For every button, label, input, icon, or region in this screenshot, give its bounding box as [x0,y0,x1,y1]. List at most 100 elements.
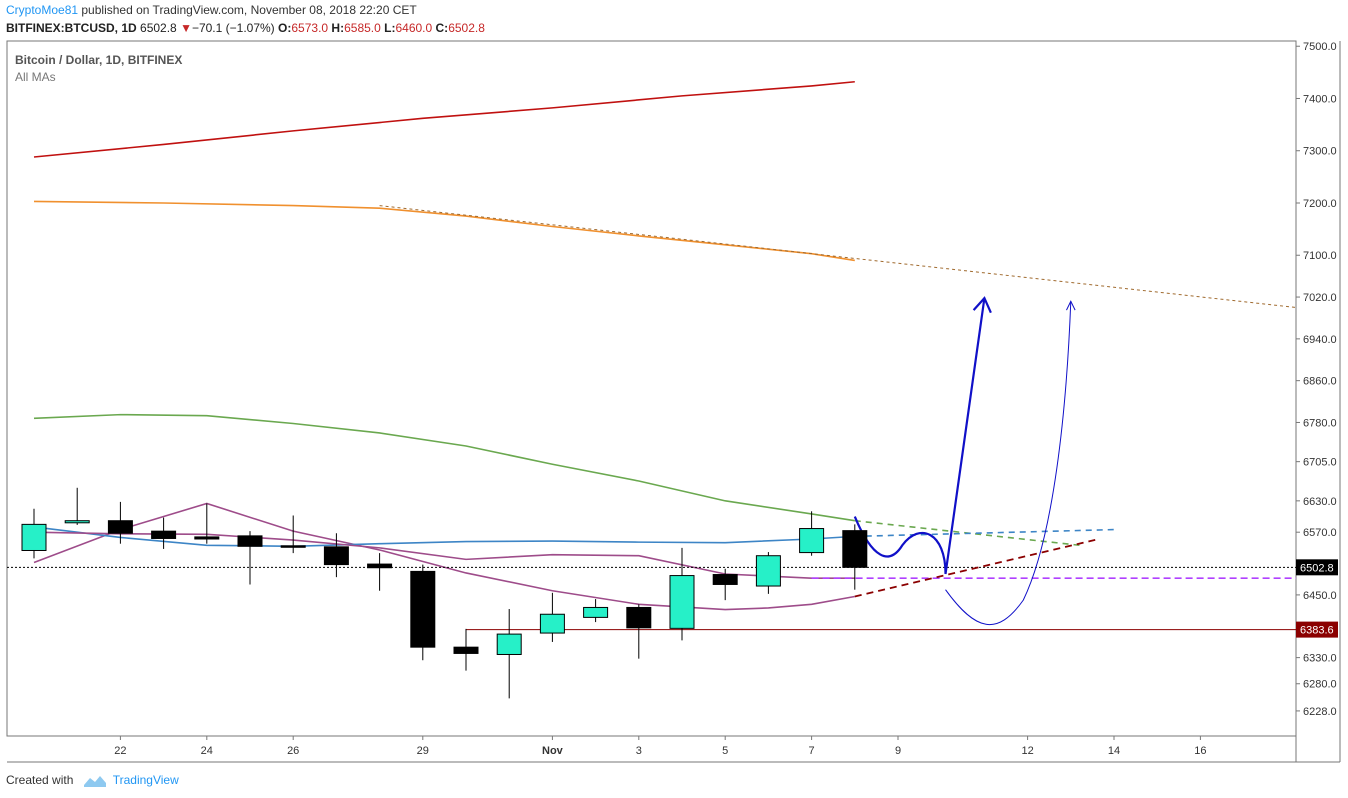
moving-average-line [33,200,855,262]
close-label: C: [435,21,449,35]
time-axis[interactable]: 22 24 26 29 Nov 3 5 7 9 12 14 16 [114,736,1207,757]
blue-dashed-extension [854,528,1115,538]
support-price-label-text: 6383.6 [1300,625,1334,637]
time-tick-label: 24 [201,745,213,757]
drawings [7,205,1297,648]
candle [712,568,738,601]
candle [151,517,177,549]
projection-arrowhead [972,296,992,314]
moving-average-line [33,80,855,158]
close-value: 6502.8 [448,21,485,35]
candle [755,552,781,594]
candle-body [583,606,609,618]
candle [539,592,565,642]
last-price-label-box [1296,559,1338,576]
time-tick-label: 3 [636,745,642,757]
candle [626,604,652,659]
time-tick-label: 7 [809,745,815,757]
candle [323,533,349,578]
time-tick-label: 5 [722,745,728,757]
low-value: 6460.0 [395,21,433,35]
time-tick-label: 9 [895,745,901,757]
author-link[interactable]: CryptoMoe81 [6,3,79,17]
tradingview-link[interactable]: TradingView [112,773,179,787]
candle-body [323,546,349,566]
candle [496,609,522,699]
last-price: 6502.8 [140,21,177,35]
symbol-ohlc: BITFINEX:BTCUSD, 1D 6502.8 ▼−70.1 (−1.07… [6,21,485,35]
moving-average-line [33,413,855,522]
moving-average-line [33,531,855,579]
candle [583,599,609,623]
open-label: O: [278,21,292,35]
candle-body [107,520,133,534]
candle-body [453,646,479,654]
chart-legend-title: Bitcoin / Dollar, 1D, BITFINEX [15,53,183,67]
candle-body [799,528,825,554]
price-tick-label: 7100.0 [1303,250,1337,262]
created-with-text: Created with [6,773,74,787]
candle-body [626,606,652,629]
candle-body [539,613,565,634]
tradingview-logo-icon[interactable] [83,774,107,788]
candle [194,503,220,544]
orange-dotted-trendline [379,205,1297,309]
candle [21,508,47,559]
price-tick-label: 6450.0 [1303,590,1337,602]
publish-text: published on TradingView.com, November 0… [78,3,417,17]
plot-border [6,40,1297,737]
time-tick-label: Nov [542,745,564,757]
price-axis[interactable]: 7500.0 7400.0 7300.0 7200.0 7100.0 7020.0 6940… [1296,41,1338,718]
candle [367,553,393,591]
price-tick-label: 6570.0 [1303,527,1337,539]
candle [64,487,90,525]
candle-body [842,530,868,568]
candle [107,501,133,544]
candle-body [367,563,393,569]
chart-legend-subtitle[interactable]: All MAs [15,70,56,84]
candle [410,564,436,661]
time-tick-label: 14 [1108,745,1120,757]
price-tick-label: 6780.0 [1303,417,1337,429]
candle-body [21,523,47,551]
candle [799,511,825,556]
price-tick-label: 7400.0 [1303,93,1337,105]
candle-body [237,535,263,547]
projection-arrowhead-alternative [1066,300,1076,311]
footer: Created with TradingView [6,773,179,788]
time-tick-label: 26 [287,745,299,757]
chart-frame [6,40,1341,763]
moving-average-line [33,526,855,548]
candle-body [194,536,220,540]
symbol: BITFINEX:BTCUSD, 1D [6,21,137,35]
high-label: H: [331,21,345,35]
price-tick-label: 7200.0 [1303,198,1337,210]
price-tick-label: 6630.0 [1303,496,1337,508]
time-tick-label: 29 [417,745,429,757]
down-arrow-icon: ▼ [180,21,192,35]
publish-info: CryptoMoe81 published on TradingView.com… [6,3,417,17]
candle-body [410,570,436,648]
price-tick-label: 6860.0 [1303,376,1337,388]
candles [21,487,868,699]
candle [453,628,479,671]
moving-averages [33,80,855,611]
price-tick-label: 7020.0 [1303,292,1337,304]
support-price-label: 6383.6 [1296,621,1338,638]
time-tick-label: 12 [1021,745,1033,757]
candle-body [755,555,781,587]
candle-body [496,633,522,655]
candle [669,547,695,641]
candle-body [280,545,306,548]
price-tick-label: 6705.0 [1303,457,1337,469]
candle-body [151,530,177,539]
projection-path-bullish [853,297,986,575]
time-tick-label: 16 [1194,745,1206,757]
price-tick-label: 7300.0 [1303,146,1337,158]
candle [237,531,263,585]
price-tick-label: 6280.0 [1303,679,1337,691]
candle-body [64,520,90,524]
red-dashed-trendline [854,538,1097,598]
candle-body [669,575,695,629]
